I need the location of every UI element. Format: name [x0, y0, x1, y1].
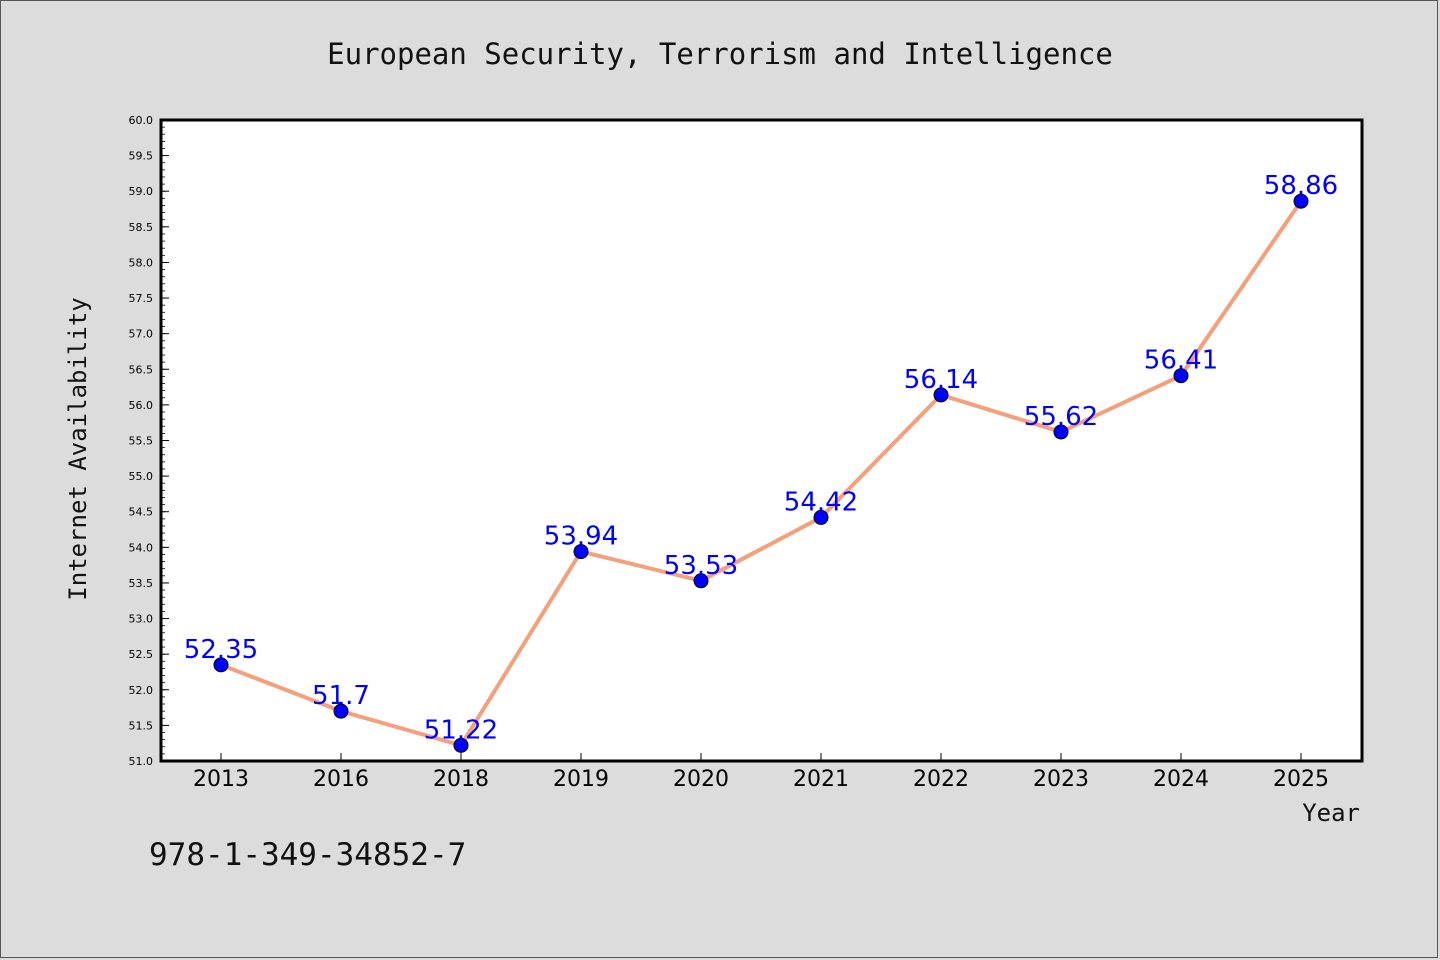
- y-tick-label: 51.0: [129, 755, 154, 768]
- data-label-group: 52.35 51.7 51.22 53.94 53.53 54.42 56.14 55.62 5…: [184, 171, 1338, 745]
- series-line: [219, 199, 1303, 748]
- y-tick-label: 54.0: [129, 541, 154, 554]
- x-axis-title: Year: [1302, 799, 1360, 827]
- x-tick-label: 2022: [913, 767, 969, 792]
- x-tick-label: 2019: [553, 767, 609, 792]
- y-axis: 51.0 51.5 52.0 52.5 53.0 53.5 54.0 54.5 55.0 55.5…: [129, 114, 169, 768]
- y-tick-label: 53.0: [129, 613, 154, 626]
- x-tick-label: 2016: [313, 767, 369, 792]
- data-point: [213, 657, 229, 673]
- y-tick-label: 53.5: [129, 577, 154, 590]
- data-label: 56.41: [1144, 346, 1218, 376]
- y-axis-title: Internet Availability: [64, 297, 92, 600]
- x-tick-label: 2023: [1033, 767, 1089, 792]
- data-point: [693, 573, 709, 589]
- x-tick-label: 2018: [433, 767, 489, 792]
- data-label: 56.14: [904, 365, 978, 395]
- plot-area: [159, 118, 1364, 763]
- y-tick-label: 59.0: [129, 185, 154, 198]
- x-tick-label: 2013: [193, 767, 249, 792]
- y-tick-label: 58.0: [129, 256, 154, 269]
- data-label: 51.7: [312, 681, 370, 711]
- chart-title: European Security, Terrorism and Intelli…: [327, 37, 1113, 71]
- data-label: 55.62: [1024, 402, 1098, 432]
- y-tick-label: 57.0: [129, 328, 154, 341]
- x-tick-label: 2024: [1153, 767, 1209, 792]
- data-label: 53.94: [544, 522, 618, 552]
- data-point: [933, 387, 949, 403]
- x-tick-label: 2021: [793, 767, 849, 792]
- data-point: [333, 703, 349, 719]
- data-label: 51.22: [424, 715, 498, 745]
- data-label: 54.42: [784, 487, 858, 517]
- data-point: [1053, 424, 1069, 440]
- data-label: 52.35: [184, 635, 258, 665]
- y-tick-label: 57.5: [129, 292, 154, 305]
- series-line-group: [219, 199, 1303, 748]
- data-point: [453, 737, 469, 753]
- y-tick-label: 56.0: [129, 399, 154, 412]
- footer-isbn: 978-1-349-34852-7: [149, 837, 466, 873]
- y-tick-label: 56.5: [129, 363, 154, 376]
- y-tick-label: 59.5: [129, 150, 154, 163]
- y-tick-label: 60.0: [129, 114, 154, 127]
- y-tick-label: 58.5: [129, 221, 154, 234]
- x-axis: 2013 2016 2018 2019 2020 2021 2022 2023 2024 2025: [193, 753, 1329, 792]
- data-point: [813, 509, 829, 525]
- marker-group: [213, 193, 1309, 753]
- y-tick-label: 51.5: [129, 719, 154, 732]
- y-tick-label: 52.5: [129, 648, 154, 661]
- data-point: [1293, 193, 1309, 209]
- x-tick-label: 2020: [673, 767, 729, 792]
- data-point: [573, 544, 589, 560]
- data-point: [1173, 368, 1189, 384]
- x-tick-label: 2025: [1273, 767, 1329, 792]
- y-tick-label: 55.5: [129, 435, 154, 448]
- y-tick-label: 55.0: [129, 470, 154, 483]
- data-label: 53.53: [664, 551, 738, 581]
- y-tick-label: 54.5: [129, 506, 154, 519]
- y-tick-label: 52.0: [129, 684, 154, 697]
- data-label: 58.86: [1264, 171, 1338, 201]
